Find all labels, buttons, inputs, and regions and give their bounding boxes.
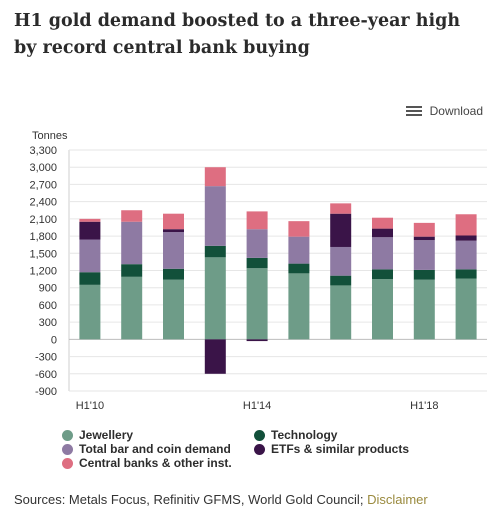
- legend-item-jewellery[interactable]: Jewellery: [62, 428, 133, 442]
- y-axis-label: Tonnes: [32, 130, 68, 142]
- y-tick-label: 300: [39, 317, 57, 329]
- stacked-bar-chart: -900 -600 -300 0 300 600 900 1,200 1,500 1,800 2,1…: [29, 145, 487, 412]
- bar-segment-bar-coin[interactable]: [288, 236, 310, 264]
- bar-segment-technology[interactable]: [246, 257, 268, 269]
- bar-segment-technology[interactable]: [288, 263, 310, 274]
- bar-segment-jewellery[interactable]: [330, 285, 352, 340]
- legend-item-bar-coin[interactable]: Total bar and coin demand: [62, 442, 231, 456]
- chart-title: H1 gold demand boosted to a three-year h…: [14, 11, 461, 58]
- bar-segment-etfs[interactable]: [413, 236, 435, 241]
- legend-swatch-central-banks: [62, 457, 73, 469]
- legend-item-technology[interactable]: Technology: [254, 428, 337, 442]
- bar-segment-technology[interactable]: [413, 269, 435, 280]
- bar-segment-jewellery[interactable]: [372, 279, 393, 340]
- bar-segment-etfs[interactable]: [330, 213, 352, 247]
- bar-segment-technology[interactable]: [330, 275, 352, 286]
- y-tick-label: 1,200: [29, 266, 57, 278]
- bar-segment-central-banks[interactable]: [79, 218, 101, 222]
- bar-segment-bar-coin[interactable]: [330, 246, 352, 276]
- legend-swatch-etfs: [254, 443, 265, 455]
- legend-item-central-banks[interactable]: Central banks & other inst.: [62, 456, 232, 470]
- disclaimer-link[interactable]: Disclaimer: [367, 492, 428, 507]
- legend-item-etfs[interactable]: ETFs & similar products: [254, 442, 409, 456]
- bar-segment-central-banks[interactable]: [246, 211, 268, 230]
- legend-label-technology: Technology: [271, 428, 338, 442]
- y-tick-label: -900: [35, 386, 57, 398]
- bar-segment-bar-coin[interactable]: [163, 232, 184, 269]
- bar-segment-central-banks[interactable]: [330, 203, 352, 214]
- legend-label-bar-coin: Total bar and coin demand: [79, 442, 231, 456]
- y-tick-label: 600: [39, 300, 57, 312]
- sources-line: Sources: Metals Focus, Refinitiv GFMS, W…: [14, 492, 428, 507]
- bar-segment-jewellery[interactable]: [455, 278, 477, 340]
- y-tick-label: 3,000: [29, 162, 57, 174]
- bar-segment-bar-coin[interactable]: [455, 240, 477, 270]
- bar-segment-jewellery[interactable]: [204, 257, 226, 340]
- legend-swatch-jewellery: [62, 429, 73, 441]
- bar-segment-jewellery[interactable]: [246, 268, 268, 340]
- y-tick-label: 1,800: [29, 231, 57, 243]
- bar-segment-jewellery[interactable]: [121, 276, 143, 340]
- bar-segment-jewellery[interactable]: [79, 284, 101, 340]
- bar-segment-etfs[interactable]: [163, 229, 184, 233]
- y-tick-label: 0: [51, 334, 57, 346]
- legend-label-etfs: ETFs & similar products: [271, 442, 410, 456]
- y-tick-label: 3,300: [29, 145, 57, 157]
- x-tick-labels: H1'10 H1'14 H1'18: [76, 400, 439, 412]
- y-tick-label: 1,500: [29, 248, 57, 260]
- y-tick-label: 2,400: [29, 197, 57, 209]
- bar-segment-central-banks[interactable]: [121, 210, 143, 222]
- bar-segment-technology[interactable]: [455, 269, 477, 279]
- x-tick-label: H1'18: [410, 400, 438, 412]
- download-label: Download: [429, 104, 483, 118]
- x-tick-label: H1'10: [76, 400, 104, 412]
- x-tick-label: H1'14: [243, 400, 271, 412]
- bar-segment-central-banks[interactable]: [455, 214, 477, 236]
- bar-segment-technology[interactable]: [163, 268, 184, 280]
- bar-segment-bar-coin[interactable]: [246, 229, 268, 258]
- bar-segment-jewellery[interactable]: [413, 279, 435, 340]
- y-tick-label: -300: [35, 352, 57, 364]
- y-tick-labels: -900 -600 -300 0 300 600 900 1,200 1,500 1,800 2,1…: [29, 145, 57, 398]
- download-button[interactable]: Download: [405, 104, 483, 118]
- bar-segment-technology[interactable]: [121, 264, 143, 277]
- y-tick-label: 2,100: [29, 214, 57, 226]
- sources-text: Sources: Metals Focus, Refinitiv GFMS, W…: [14, 492, 364, 507]
- bar-segment-central-banks[interactable]: [413, 222, 435, 237]
- bar-segment-etfs[interactable]: [372, 228, 393, 238]
- menu-icon: [405, 105, 422, 117]
- bar-segment-etfs[interactable]: [455, 235, 477, 241]
- legend-label-jewellery: Jewellery: [79, 428, 134, 442]
- bar-segment-bar-coin[interactable]: [121, 221, 143, 265]
- bar-segment-etfs[interactable]: [204, 339, 226, 374]
- bar-segment-technology[interactable]: [204, 245, 226, 258]
- bar-segment-bar-coin[interactable]: [79, 239, 101, 273]
- bar-segment-etfs[interactable]: [246, 339, 268, 342]
- bar-segment-central-banks[interactable]: [372, 217, 393, 229]
- legend-swatch-bar-coin: [62, 443, 73, 455]
- legend-swatch-technology: [254, 429, 265, 441]
- bar-segment-central-banks[interactable]: [204, 167, 226, 187]
- bar-segment-jewellery[interactable]: [163, 279, 184, 340]
- y-tick-label: 900: [39, 283, 57, 295]
- y-tick-label: 2,700: [29, 179, 57, 191]
- bar-segment-bar-coin[interactable]: [413, 240, 435, 270]
- bar-segment-etfs[interactable]: [79, 221, 101, 240]
- bar-segment-central-banks[interactable]: [288, 221, 310, 237]
- y-tick-label: -600: [35, 369, 57, 381]
- legend-label-central-banks: Central banks & other inst.: [79, 456, 232, 470]
- bar-segment-bar-coin[interactable]: [372, 237, 393, 270]
- bars: [79, 167, 477, 374]
- bar-segment-bar-coin[interactable]: [204, 186, 226, 246]
- bar-segment-technology[interactable]: [372, 269, 393, 280]
- bar-segment-technology[interactable]: [79, 272, 101, 285]
- bar-segment-jewellery[interactable]: [288, 273, 310, 340]
- bar-segment-central-banks[interactable]: [163, 213, 184, 230]
